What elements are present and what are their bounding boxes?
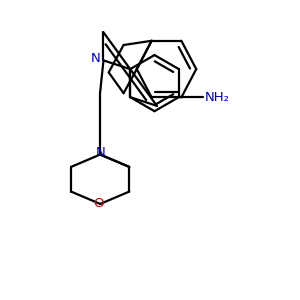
Text: N: N	[95, 146, 105, 159]
Text: O: O	[93, 197, 104, 210]
Text: NH₂: NH₂	[204, 91, 229, 104]
Text: N: N	[90, 52, 100, 65]
